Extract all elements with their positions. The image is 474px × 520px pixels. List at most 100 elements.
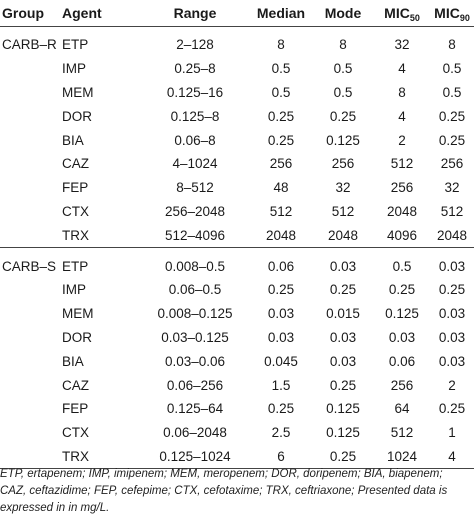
cell-agent: CTX [62,425,89,441]
table-row: CAZ 4–1024 256 256 512 256 [0,152,474,176]
cell-median: 0.045 [264,353,298,369]
cell-mic50: 4 [398,61,406,77]
cell-range: 0.125–64 [166,401,224,417]
cell-mode: 0.25 [329,282,357,298]
cell-group [0,152,62,176]
cell-group [0,421,62,445]
cell-group [0,200,62,224]
cell-range: 0.06–2048 [163,425,227,441]
cell-mode: 0.03 [329,353,357,369]
cell-mic90: 0.03 [430,247,474,278]
cell-range: 0.125–8 [170,108,220,124]
cell-range: 2–128 [176,37,214,53]
cell-range: 0.06–256 [166,377,224,393]
cell-range: 256–2048 [164,203,226,219]
cell-mic90: 2048 [436,227,468,243]
cell-group: CARB–S [0,247,62,278]
cell-group [0,176,62,200]
cell-mode: 0.25 [329,108,357,124]
cell-range: 0.03–0.06 [164,353,226,369]
cell-median: 256 [269,156,293,172]
cell-mic90: 0.25 [438,108,466,124]
cell-agent: CAZ [62,377,89,393]
cell-agent: BIA [62,353,84,369]
cell-median: 512 [269,203,293,219]
cell-mode: 0.03 [312,247,374,278]
header-range: Range [140,0,250,27]
cell-mic50: 32 [394,37,410,53]
cell-mode: 0.015 [326,306,360,322]
table-row: CAZ 0.06–256 1.5 0.25 256 2 [0,373,474,397]
cell-mic50: 4096 [386,227,418,243]
cell-mic50: 256 [390,377,414,393]
cell-mode: 2048 [327,227,359,243]
table-row: BIA 0.06–8 0.25 0.125 2 0.25 [0,128,474,152]
mic-table: Group Agent Range Median Mode MIC50 MIC9… [0,0,474,470]
cell-group [0,373,62,397]
cell-mic50: 512 [390,425,414,441]
header-mic90-main: MIC [434,5,460,21]
cell-mic90: 512 [440,203,464,219]
cell-agent: CTX [62,203,89,219]
cell-mic90: 0.03 [438,306,466,322]
cell-mode: 8 [339,37,347,53]
cell-group [0,349,62,373]
table-footnote: ETP, ertapenem; IMP, imipenem; MEM, mero… [0,466,470,517]
table-row: IMP 0.06–0.5 0.25 0.25 0.25 0.25 [0,278,474,302]
cell-range: 4–1024 [172,156,218,172]
header-median: Median [250,0,312,27]
cell-mic50: 512 [390,156,414,172]
cell-group [0,444,62,470]
cell-group [0,326,62,350]
cell-mode: 0.125 [326,401,360,417]
cell-mode: 512 [331,203,355,219]
header-row: Group Agent Range Median Mode MIC50 MIC9… [0,0,474,27]
cell-mic90: 32 [444,180,460,196]
table-header: Group Agent Range Median Mode MIC50 MIC9… [0,0,474,27]
table-row: CARB–S ETP 0.008–0.5 0.06 0.03 0.5 0.03 [0,247,474,278]
cell-median: 1.5 [271,377,291,393]
cell-range: 0.125–1024 [140,444,250,470]
cell-median: 0.5 [271,61,291,77]
cell-agent: ETP [62,247,140,278]
table-row: FEP 8–512 48 32 256 32 [0,176,474,200]
cell-mic50: 256 [390,180,414,196]
cell-mode: 0.25 [312,444,374,470]
cell-mic50: 0.25 [388,282,416,298]
cell-mic50: 2 [398,132,406,148]
cell-mode: 0.125 [326,132,360,148]
cell-group [0,57,62,81]
cell-mic50: 1024 [374,444,430,470]
cell-mode: 0.5 [333,84,353,100]
cell-range: 0.25–8 [174,61,216,77]
header-mode: Mode [312,0,374,27]
cell-median: 6 [250,444,312,470]
cell-mic90: 0.03 [438,329,466,345]
footnote-line: ETP, ertapenem; IMP, imipenem; MEM, mero… [0,468,443,480]
cell-mic90: 0.25 [438,132,466,148]
cell-agent: DOR [62,329,92,345]
table-row: FEP 0.125–64 0.25 0.125 64 0.25 [0,397,474,421]
cell-mode: 0.5 [333,61,353,77]
table-body: CARB–R ETP 2–128 8 8 32 8 IMP 0.25–8 0.5 0.5 4 0.5 ME… [0,27,474,470]
cell-mic90: 0.25 [438,282,466,298]
header-group: Group [0,0,62,27]
cell-agent: CAZ [62,156,89,172]
cell-mic50: 0.06 [388,353,416,369]
cell-mic90: 1 [448,425,456,441]
cell-agent: FEP [62,401,89,417]
cell-mic90: 2 [448,377,456,393]
table-row: MEM 0.008–0.125 0.03 0.015 0.125 0.03 [0,302,474,326]
cell-mode: 0.03 [329,329,357,345]
cell-median: 0.25 [267,401,295,417]
cell-range: 0.06–8 [174,132,216,148]
cell-mic90: 256 [440,156,464,172]
cell-mic90: 0.5 [442,84,462,100]
cell-mode: 32 [335,180,351,196]
cell-range: 8–512 [176,180,214,196]
cell-group [0,397,62,421]
cell-mic90: 8 [448,37,456,53]
cell-group [0,278,62,302]
table-row: MEM 0.125–16 0.5 0.5 8 0.5 [0,81,474,105]
table-row: CARB–R ETP 2–128 8 8 32 8 [0,27,474,57]
